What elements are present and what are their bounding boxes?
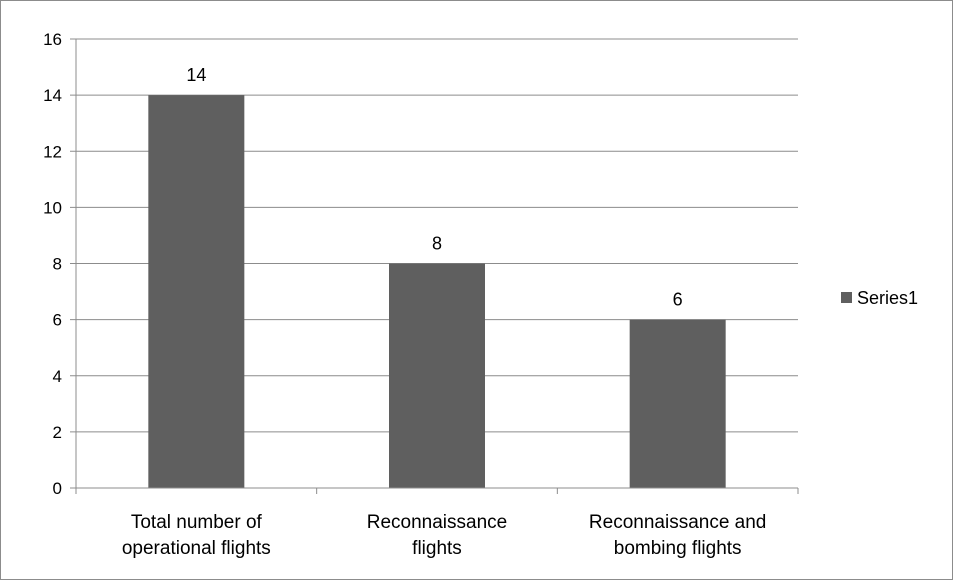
bar <box>629 319 726 488</box>
bar <box>389 263 485 488</box>
y-tick-label: 4 <box>53 367 62 386</box>
data-label: 8 <box>432 234 442 254</box>
data-label: 6 <box>673 290 683 310</box>
bar <box>148 95 245 488</box>
x-category-label: Total number of operational flights <box>122 512 271 559</box>
data-labels: 14 8 6 <box>186 65 682 310</box>
y-tick-label: 2 <box>53 423 62 442</box>
legend: Series1 <box>841 288 918 308</box>
y-tick-label: 12 <box>43 142 62 161</box>
axes <box>75 39 799 494</box>
x-category-label: Reconnaissance flights <box>367 512 507 559</box>
x-axis-categories: Total number of operational flights Reconn… <box>122 512 767 559</box>
y-axis-ticks: 0 2 4 6 8 10 12 14 16 <box>43 30 76 498</box>
y-tick-label: 6 <box>53 311 62 330</box>
y-tick-label: 14 <box>43 86 62 105</box>
y-tick-label: 10 <box>43 198 62 217</box>
y-tick-label: 8 <box>53 255 62 274</box>
legend-label: Series1 <box>857 288 918 308</box>
y-tick-label: 0 <box>53 479 62 498</box>
y-tick-label: 16 <box>43 30 62 49</box>
x-category-label: Reconnaissance and bombing flights <box>589 512 766 559</box>
legend-swatch <box>841 292 852 303</box>
bars <box>148 95 726 488</box>
data-label: 14 <box>186 65 206 85</box>
